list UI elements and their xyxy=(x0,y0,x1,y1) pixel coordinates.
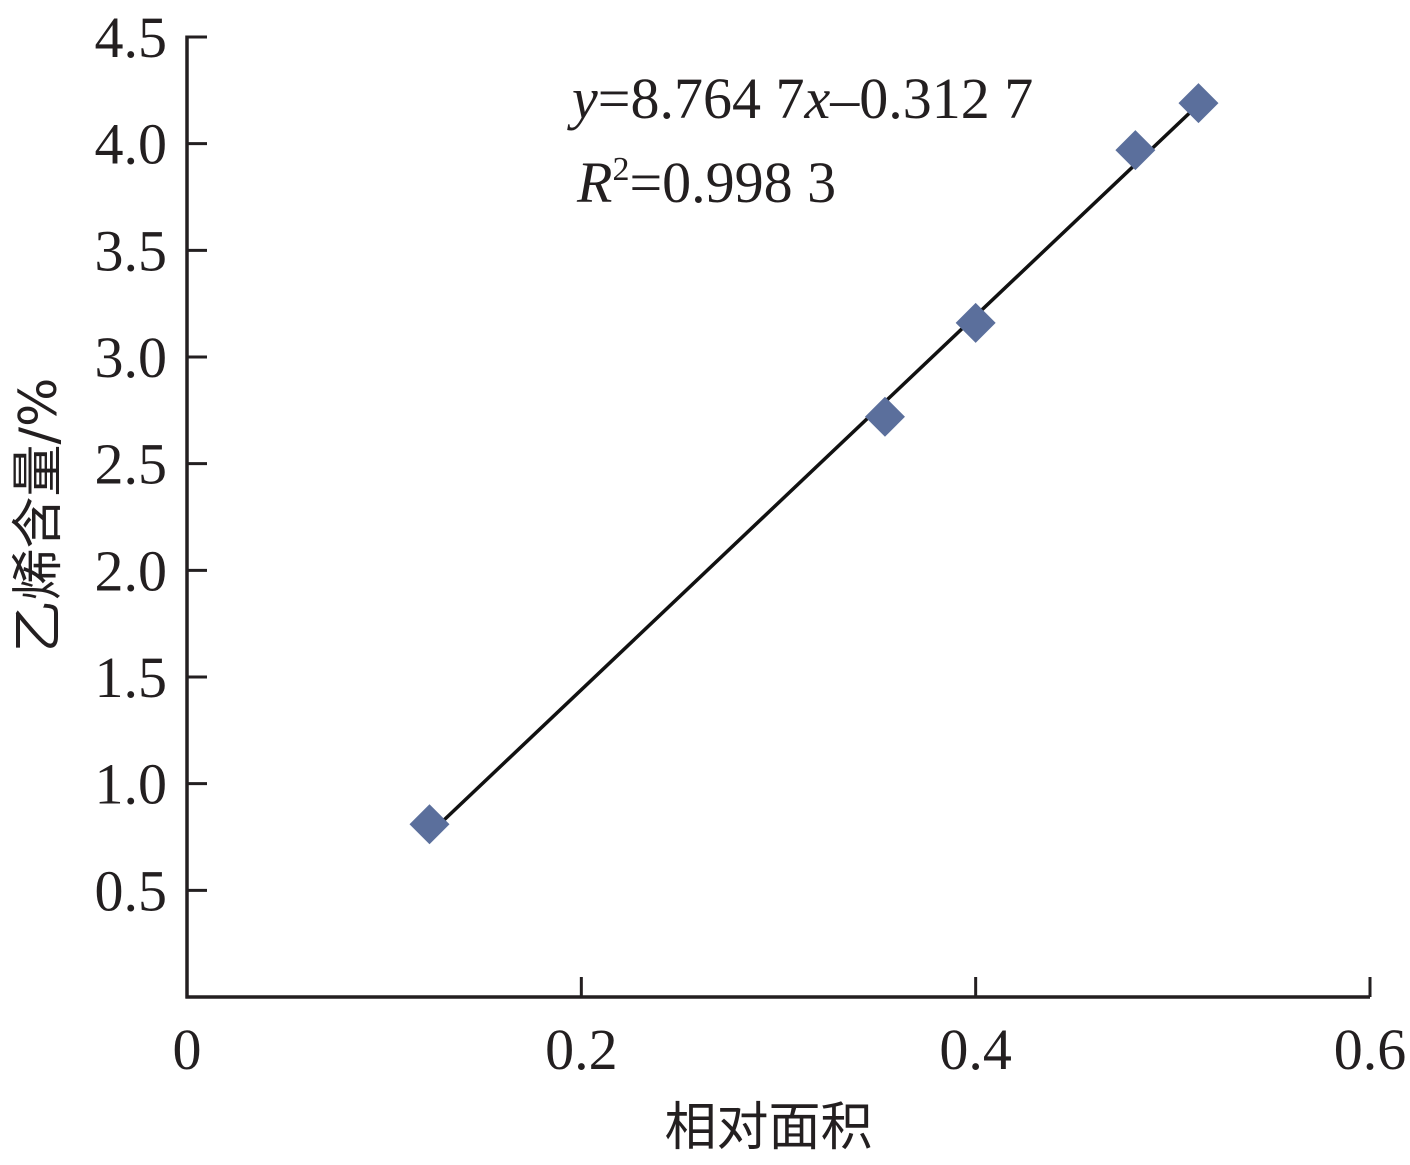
y-axis-title: 乙烯含量/% xyxy=(9,378,69,653)
data-points xyxy=(409,83,1219,845)
r-squared-symbol: R xyxy=(576,150,612,215)
trendline-group xyxy=(428,103,1200,835)
x-axis-ticks: 0 0.2 0.4 0.6 xyxy=(173,977,1407,1082)
y-tick-label: 2.0 xyxy=(95,538,168,603)
axes xyxy=(185,35,1370,999)
y-tick-label: 2.5 xyxy=(95,432,168,497)
x-tick-label: 0 xyxy=(173,1017,202,1082)
r-squared-label: R2=0.998 3 xyxy=(576,150,836,215)
trendline xyxy=(428,103,1200,835)
data-point xyxy=(1178,83,1219,124)
y-tick-label: 1.5 xyxy=(95,645,168,710)
y-tick-label: 1.0 xyxy=(95,752,168,817)
r-squared-superscript: 2 xyxy=(612,151,629,188)
x-tick-label: 0.2 xyxy=(545,1017,618,1082)
x-tick-label: 0.6 xyxy=(1334,1017,1407,1082)
equation-slope: =8.764 7 xyxy=(598,66,805,131)
y-tick-label: 3.0 xyxy=(95,325,168,390)
data-point xyxy=(864,396,905,437)
equation-intercept: –0.312 7 xyxy=(829,66,1033,131)
y-tick-label: 3.5 xyxy=(95,218,168,283)
data-point xyxy=(409,804,450,845)
r-squared-value: =0.998 3 xyxy=(629,150,836,215)
y-axis-ticks: 0.5 1.0 1.5 2.0 2.5 3.0 3.5 4.0 4.5 xyxy=(95,5,207,923)
x-tick-label: 0.4 xyxy=(939,1017,1012,1082)
data-point xyxy=(1115,130,1156,171)
x-axis-title: 相对面积 xyxy=(664,1098,872,1158)
regression-equation: y=8.764 7x–0.312 7 xyxy=(567,66,1033,131)
equation-y-var: y xyxy=(567,66,598,131)
equation-x-var: x xyxy=(803,66,830,131)
y-tick-label: 4.5 xyxy=(95,5,168,70)
data-point xyxy=(955,302,996,343)
y-tick-label: 0.5 xyxy=(95,858,168,923)
y-tick-label: 4.0 xyxy=(95,112,168,177)
